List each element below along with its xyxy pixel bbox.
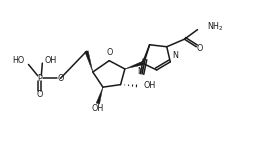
Polygon shape bbox=[85, 51, 93, 72]
Text: O: O bbox=[106, 48, 112, 57]
Polygon shape bbox=[125, 61, 143, 69]
Text: NH$_2$: NH$_2$ bbox=[207, 21, 224, 33]
Text: HO: HO bbox=[12, 56, 24, 65]
Text: OH: OH bbox=[45, 56, 57, 65]
Text: N: N bbox=[172, 51, 178, 60]
Text: P: P bbox=[37, 74, 42, 83]
Polygon shape bbox=[96, 87, 103, 104]
Text: O: O bbox=[57, 74, 64, 83]
Text: OH: OH bbox=[143, 81, 156, 90]
Text: O: O bbox=[197, 43, 203, 53]
Text: N: N bbox=[137, 67, 143, 76]
Text: O: O bbox=[37, 90, 43, 99]
Text: OH: OH bbox=[92, 104, 104, 113]
